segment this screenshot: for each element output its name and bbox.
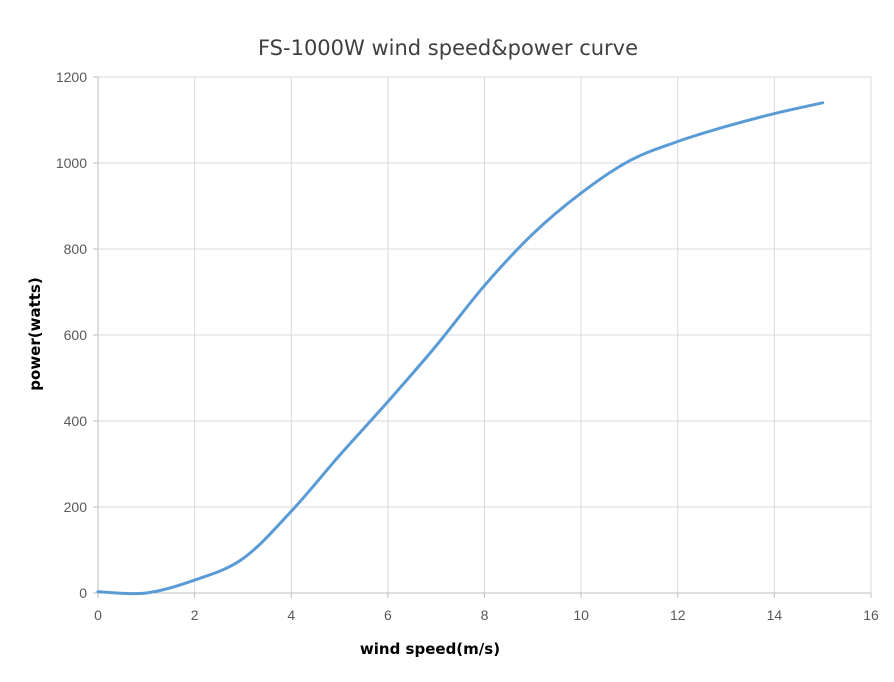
series-layer bbox=[96, 101, 825, 596]
x-tick-label: 12 bbox=[670, 607, 686, 623]
y-axis-title: power(watts) bbox=[26, 277, 44, 390]
x-tick-label: 10 bbox=[573, 607, 589, 623]
y-tick-label: 600 bbox=[64, 327, 88, 343]
x-tick-label: 4 bbox=[287, 607, 295, 623]
gridlines bbox=[98, 76, 872, 593]
chart-title: FS-1000W wind speed&power curve bbox=[258, 36, 638, 60]
axes: 0 2 4 6 8 10 12 14 16 0 200 400 600 800 1000 1200 bbox=[56, 69, 879, 623]
x-tick-label: 0 bbox=[94, 607, 102, 623]
x-axis-title: wind speed(m/s) bbox=[360, 640, 500, 658]
y-tick-label: 1000 bbox=[56, 155, 87, 171]
x-tick-label: 14 bbox=[767, 607, 783, 623]
y-tick-label: 200 bbox=[64, 499, 88, 515]
x-tick-label: 6 bbox=[384, 607, 392, 623]
y-tick-label: 800 bbox=[64, 241, 88, 257]
y-tick-label: 400 bbox=[64, 413, 88, 429]
x-tick-label: 8 bbox=[481, 607, 489, 623]
x-tick-label: 16 bbox=[863, 607, 879, 623]
y-tick-label: 1200 bbox=[56, 69, 87, 85]
x-tick-label: 2 bbox=[191, 607, 199, 623]
series-line bbox=[96, 101, 825, 596]
y-tick-label: 0 bbox=[79, 585, 87, 601]
